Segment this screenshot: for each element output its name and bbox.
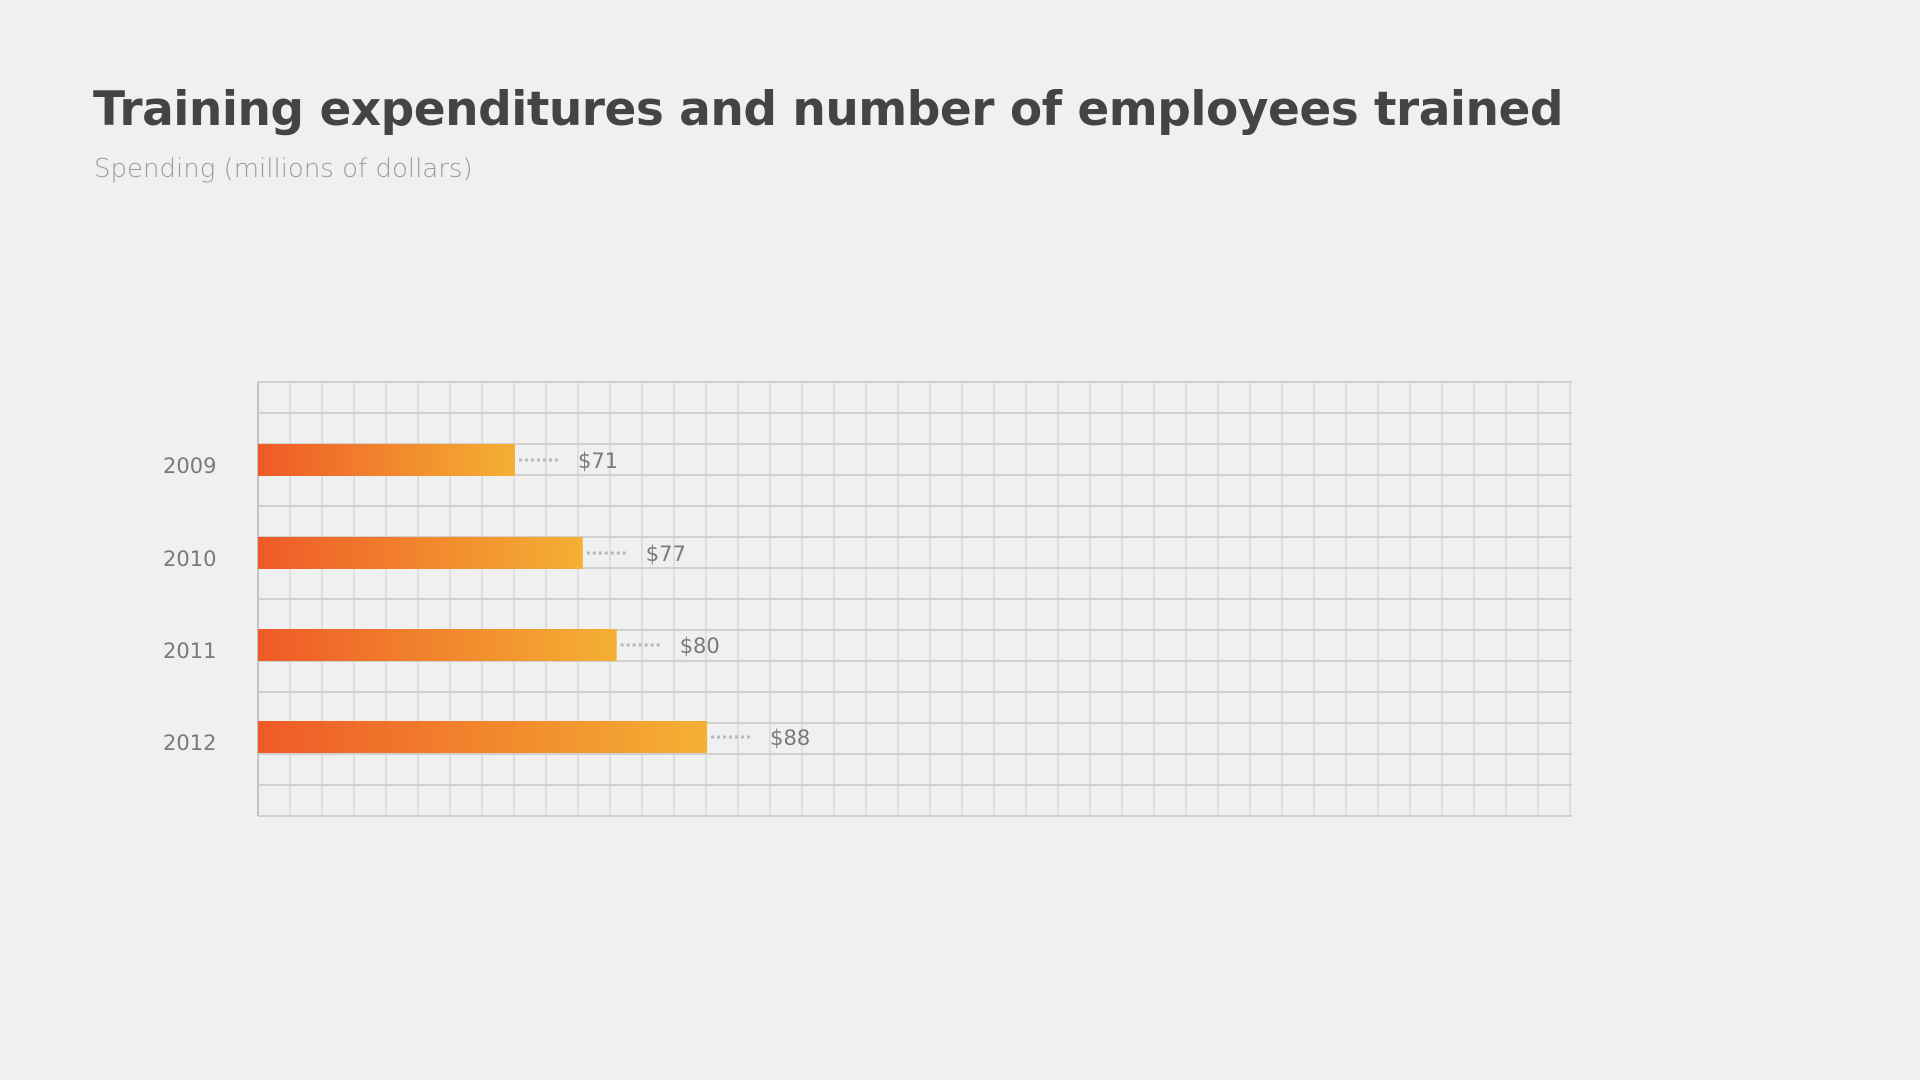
category-label-2010: 2010: [163, 547, 216, 571]
value-label-2011: $80: [680, 634, 720, 658]
chart-labels: $71 2009 $77 2010 $80 2011 $88 2012: [163, 449, 810, 755]
value-label-2009: $71: [578, 449, 618, 473]
chart-title: Training expenditures and number of empl…: [93, 82, 1564, 137]
value-label-2010: $77: [646, 542, 686, 566]
bar-2010: [258, 537, 583, 569]
category-label-2011: 2011: [163, 639, 216, 663]
bar-2009: [258, 444, 515, 476]
category-label-2012: 2012: [163, 731, 216, 755]
bar-2011: [258, 629, 617, 661]
chart-bars: [258, 444, 708, 753]
chart-subtitle: Spending (millions of dollars): [94, 154, 473, 184]
value-label-2012: $88: [770, 726, 810, 750]
category-label-2009: 2009: [163, 454, 216, 478]
bar-2012: [258, 721, 708, 753]
